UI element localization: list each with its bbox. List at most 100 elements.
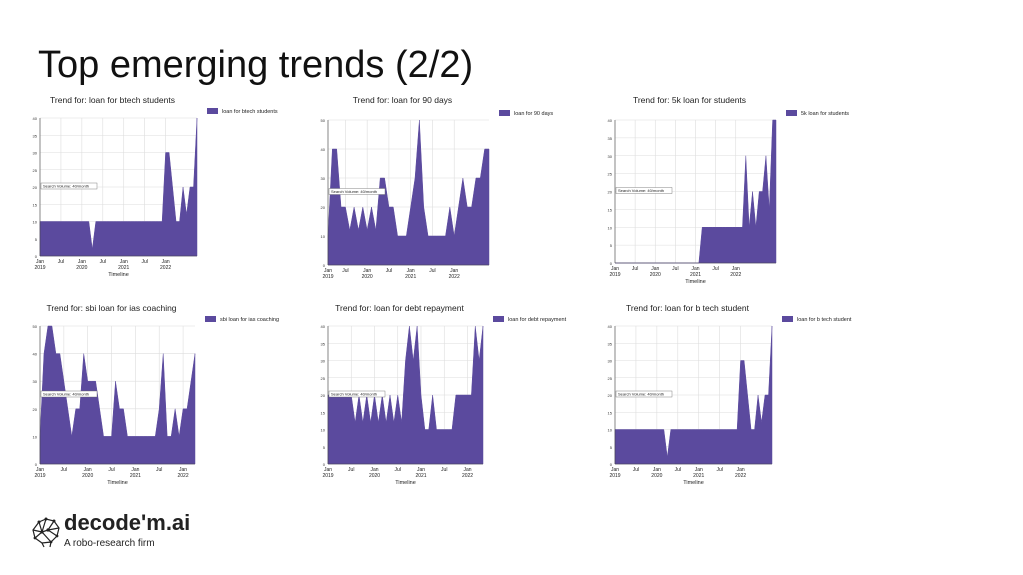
x-tick-label: Jul: [342, 268, 348, 274]
y-tick-label: 20: [608, 393, 613, 398]
series-area: [39, 117, 198, 257]
x-tick-label: Jul: [712, 266, 718, 272]
x-tick-year: 2019: [609, 473, 620, 479]
y-tick-label: 40: [33, 116, 38, 121]
x-tick-label: Jan: [84, 467, 92, 473]
x-tick-year: 2021: [690, 272, 701, 278]
y-tick-label: 35: [33, 133, 38, 138]
y-tick-label: 30: [321, 176, 326, 181]
x-tick-label: Jul: [395, 467, 401, 473]
legend-swatch: [499, 110, 510, 116]
y-tick-label: 40: [321, 324, 326, 329]
annotation-box: [615, 390, 673, 398]
x-tick-label: Jan: [324, 268, 332, 274]
x-tick-label: Jan: [691, 266, 699, 272]
y-tick-label: 15: [33, 202, 38, 207]
chart-loan-for-btech-students: Trend for: loan for btech students 0 5 10 15…: [22, 90, 302, 280]
x-tick-label: Jan: [407, 268, 415, 274]
x-tick-label: Jan: [36, 259, 44, 265]
y-tick-label: 5: [35, 237, 38, 242]
annotation-text: Search Volume: 40/month: [331, 189, 377, 194]
x-tick-label: Jan: [162, 259, 170, 265]
x-tick-label: Jan: [120, 259, 128, 265]
x-tick-label: Jan: [179, 467, 187, 473]
x-tick-label: Jan: [78, 259, 86, 265]
y-tick-label: 15: [608, 207, 613, 212]
x-tick-label: Jul: [716, 467, 722, 473]
brand-tagline: A robo-research firm: [64, 538, 155, 549]
y-tick-label: 35: [608, 341, 613, 346]
x-tick-label: Jan: [417, 467, 425, 473]
slide-title: Top emerging trends (2/2): [38, 44, 474, 86]
y-tick-label: 40: [608, 118, 613, 123]
annotation-text: Search Volume: 40/month: [43, 392, 89, 397]
legend-label: loan for btech students: [222, 109, 278, 115]
annotation-box: [40, 390, 98, 398]
x-axis-label: Timeline: [683, 480, 704, 486]
x-tick-year: 2019: [322, 473, 333, 479]
x-tick-label: Jan: [450, 268, 458, 274]
y-tick-label: 5: [610, 243, 613, 248]
y-tick-label: 30: [608, 359, 613, 364]
y-tick-label: 0: [323, 263, 326, 268]
legend-swatch: [205, 316, 216, 322]
x-tick-label: Jan: [36, 467, 44, 473]
brand-name: decode'm.ai: [64, 510, 191, 535]
y-tick-label: 50: [33, 324, 38, 329]
y-tick-label: 25: [33, 168, 38, 173]
legend-swatch: [493, 316, 504, 322]
x-tick-year: 2019: [34, 473, 45, 479]
x-tick-label: Jul: [633, 467, 639, 473]
legend-swatch: [782, 316, 793, 322]
x-tick-label: Jan: [463, 467, 471, 473]
x-tick-year: 2020: [362, 274, 373, 280]
x-tick-year: 2020: [369, 473, 380, 479]
x-tick-label: Jul: [441, 467, 447, 473]
y-tick-label: 30: [33, 379, 38, 384]
y-tick-label: 30: [608, 154, 613, 159]
y-tick-label: 20: [33, 407, 38, 412]
y-tick-label: 40: [33, 352, 38, 357]
y-tick-label: 40: [608, 324, 613, 329]
x-tick-label: Jan: [131, 467, 139, 473]
legend-label: 5k loan for students: [801, 111, 849, 117]
x-tick-label: Jul: [675, 467, 681, 473]
annotation-text: Search Volume: 40/month: [618, 392, 664, 397]
chart-sbi-loan-for-ias-coaching: Trend for: sbi loan for ias coaching 0 10 2…: [22, 298, 302, 488]
y-tick-label: 0: [610, 261, 613, 266]
annotation-box: [40, 182, 98, 190]
legend-swatch: [207, 108, 218, 114]
y-tick-label: 20: [321, 393, 326, 398]
y-tick-label: 0: [35, 462, 38, 467]
y-tick-label: 25: [608, 172, 613, 177]
y-tick-label: 25: [321, 376, 326, 381]
annotation-text: Search Volume: 40/month: [43, 184, 89, 189]
x-tick-label: Jan: [370, 467, 378, 473]
x-tick-label: Jul: [100, 259, 106, 265]
x-tick-label: Jul: [141, 259, 147, 265]
y-tick-label: 25: [608, 376, 613, 381]
x-tick-year: 2021: [693, 473, 704, 479]
y-tick-label: 10: [33, 220, 38, 225]
chart-title: Trend for: sbi loan for ias coaching: [46, 303, 176, 313]
y-tick-label: 0: [323, 462, 326, 467]
x-tick-year: 2022: [178, 473, 189, 479]
x-tick-label: Jul: [386, 268, 392, 274]
y-tick-label: 0: [610, 462, 613, 467]
y-tick-label: 35: [608, 136, 613, 141]
x-axis-label: Timeline: [685, 279, 706, 285]
chart-5k-loan-for-students: Trend for: 5k loan for students 0 5 10 15 20 2…: [597, 90, 877, 285]
x-tick-year: 2022: [449, 274, 460, 280]
x-tick-year: 2019: [34, 265, 45, 271]
x-tick-year: 2021: [415, 473, 426, 479]
y-tick-label: 40: [321, 147, 326, 152]
annotation-box: [328, 390, 386, 398]
x-tick-year: 2021: [118, 265, 129, 271]
y-tick-label: 10: [608, 225, 613, 230]
x-tick-year: 2022: [462, 473, 473, 479]
y-tick-label: 10: [321, 234, 326, 239]
x-tick-year: 2020: [650, 272, 661, 278]
x-tick-label: Jan: [732, 266, 740, 272]
x-tick-label: Jan: [611, 266, 619, 272]
legend-swatch: [786, 110, 797, 116]
